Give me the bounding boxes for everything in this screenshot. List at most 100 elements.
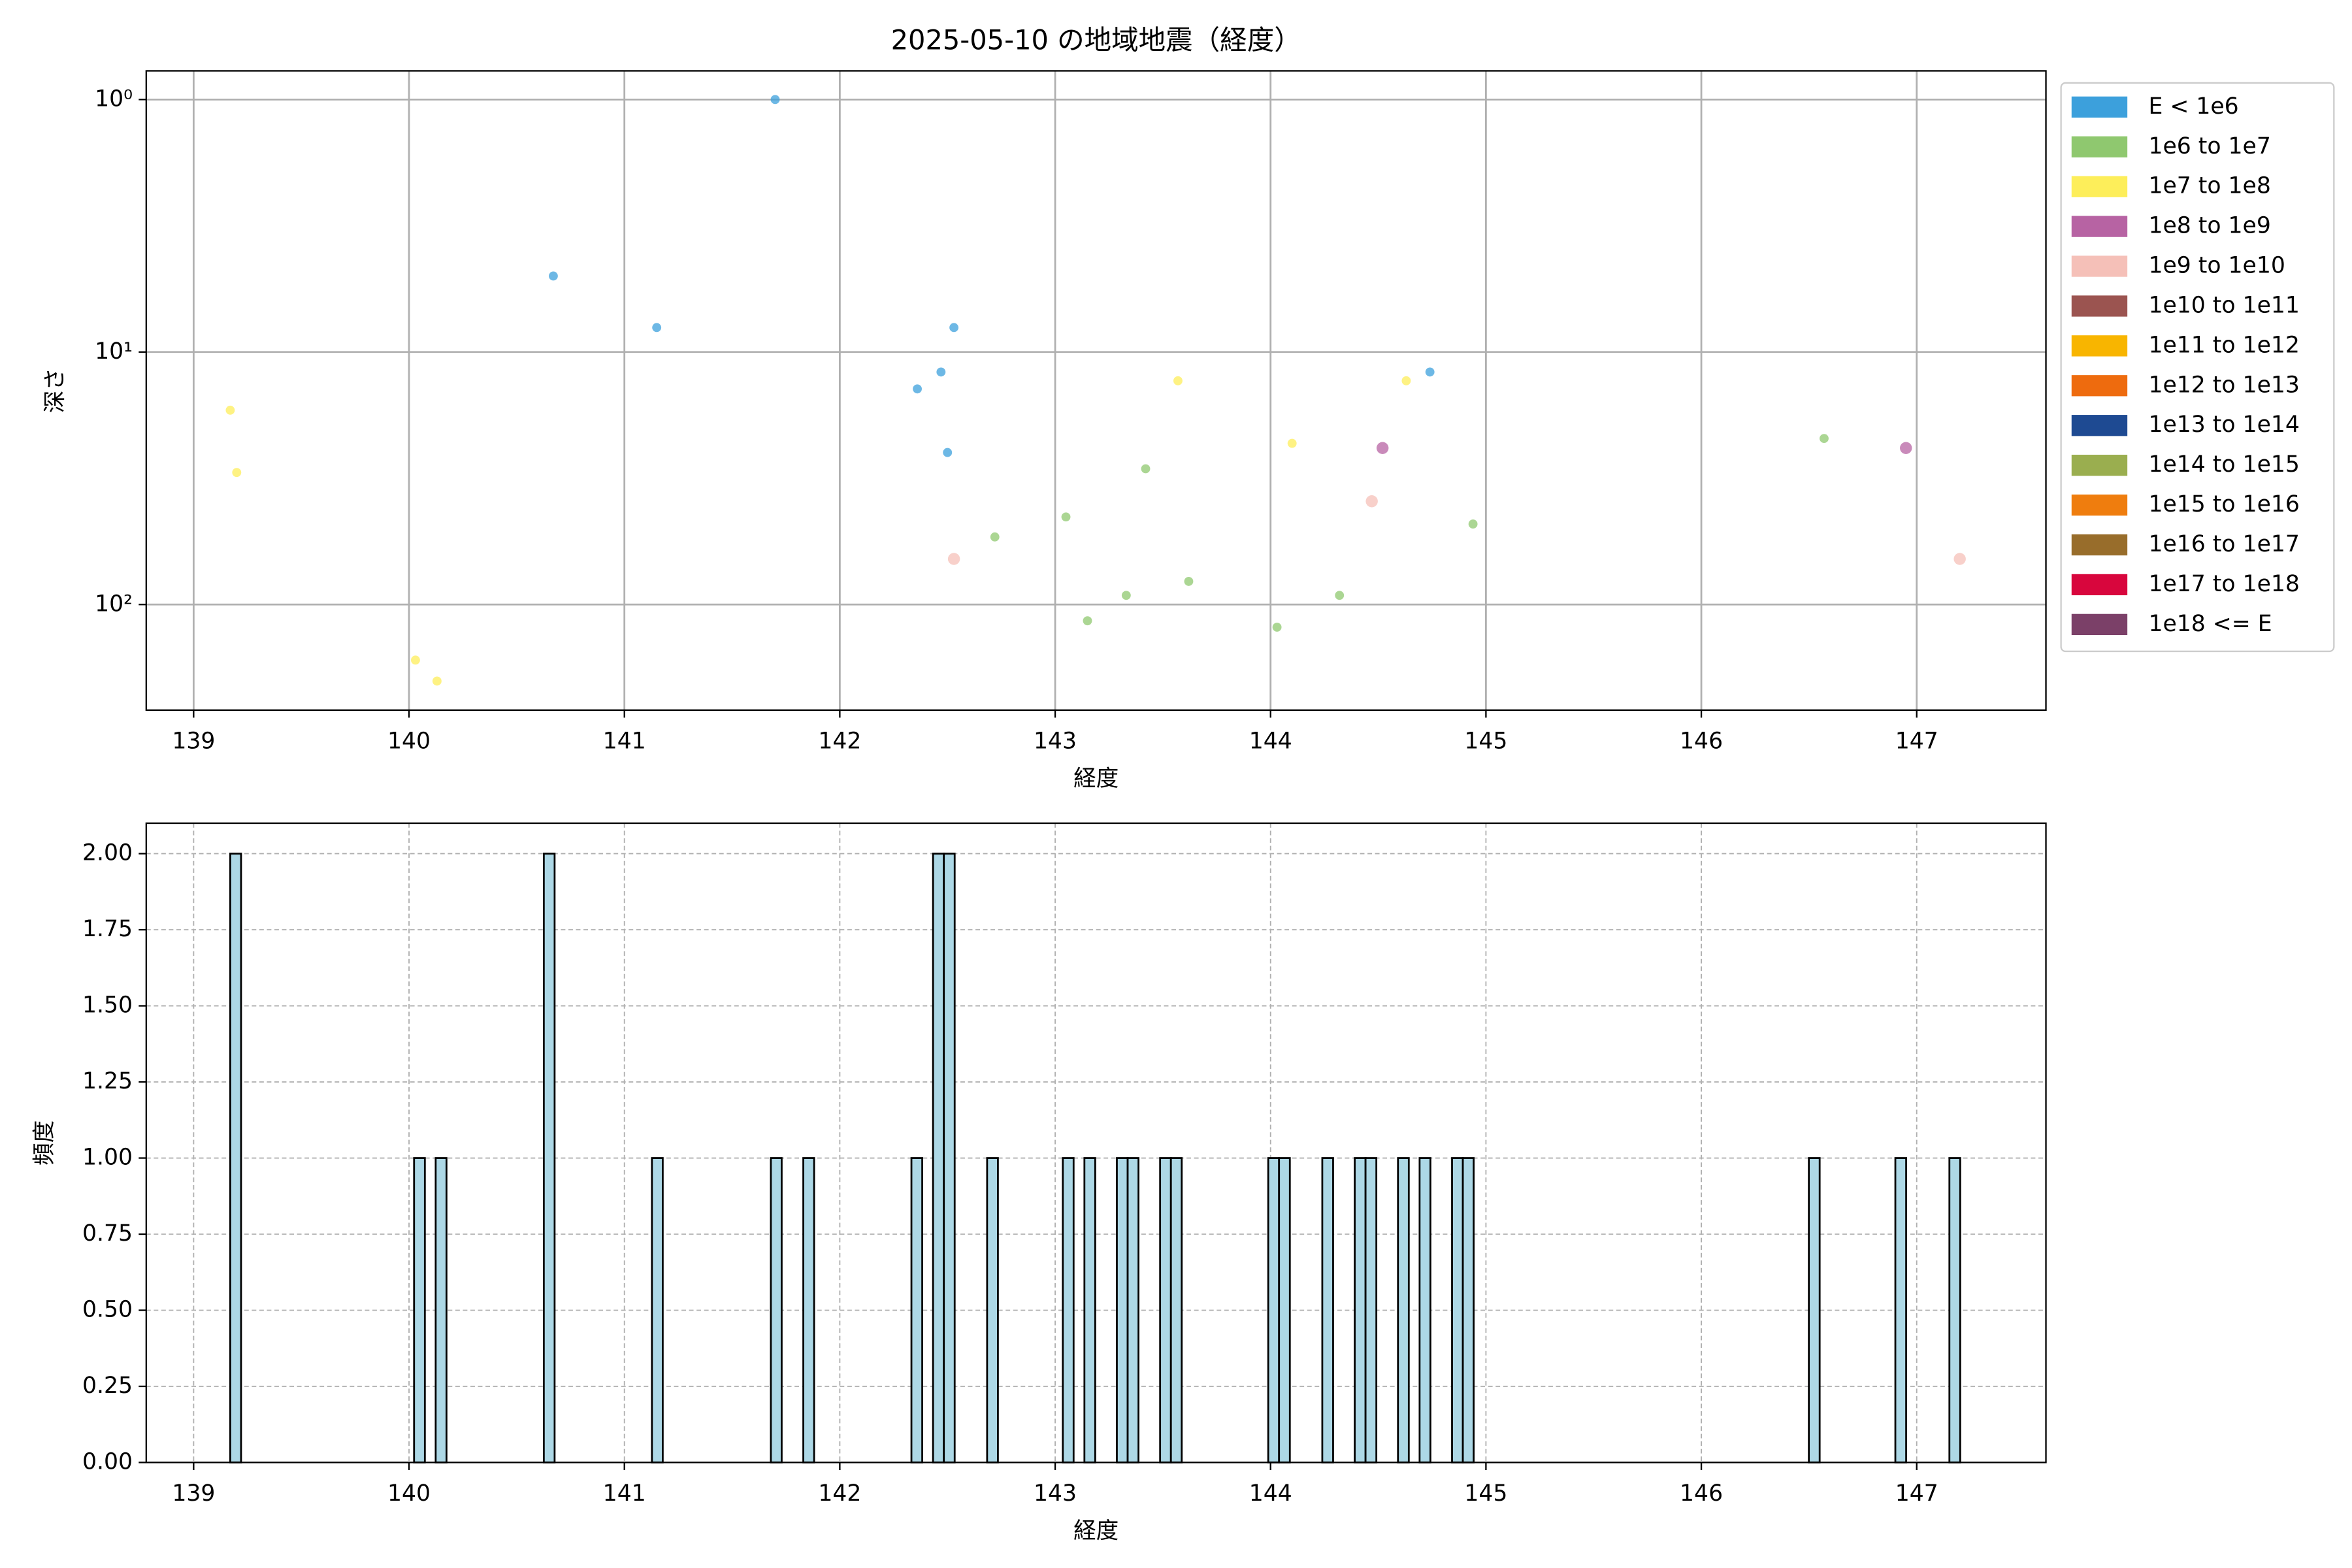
data-point — [232, 468, 242, 478]
legend-swatch — [2071, 255, 2128, 277]
plot-frame — [145, 822, 2047, 1463]
data-point — [936, 367, 946, 377]
legend-box — [2060, 82, 2335, 653]
legend-label: E < 1e6 — [2148, 93, 2238, 120]
y-tick-label: 0.50 — [82, 1296, 133, 1322]
x-tick-label: 143 — [1034, 1480, 1077, 1507]
histogram-bar — [229, 853, 242, 1463]
data-point — [947, 553, 960, 565]
histogram-bar — [1808, 1157, 1821, 1463]
legend-label: 1e7 to 1e8 — [2148, 173, 2270, 199]
histogram-bar — [1062, 1157, 1075, 1463]
x-axis-label: 経度 — [1073, 1518, 1119, 1544]
data-point — [949, 323, 959, 333]
data-point — [1184, 576, 1194, 586]
histogram-bar — [943, 853, 956, 1463]
data-point — [1376, 442, 1389, 454]
histogram-bar — [1397, 1157, 1410, 1463]
y-tick-label: 0.00 — [82, 1448, 133, 1475]
histogram-bar — [1948, 1157, 1961, 1463]
y-axis-label: 頻度 — [31, 1120, 57, 1166]
legend-label: 1e16 to 1e17 — [2148, 531, 2299, 557]
x-tick-label: 140 — [387, 728, 431, 754]
data-point — [411, 655, 420, 665]
x-tick-label: 141 — [603, 728, 646, 754]
y-tick-label: 10¹ — [95, 338, 133, 365]
y-tick-label: 10² — [95, 591, 133, 617]
histogram-bar — [986, 1157, 999, 1463]
data-point — [1083, 616, 1092, 626]
data-point — [1900, 442, 1912, 454]
data-point — [225, 405, 235, 415]
y-tick-label: 2.00 — [82, 840, 133, 866]
histogram-bar — [932, 853, 945, 1463]
x-tick-label: 140 — [387, 1480, 431, 1507]
data-point — [1141, 464, 1151, 474]
y-tick-label: 1.00 — [82, 1145, 133, 1171]
histogram-bar — [1354, 1157, 1367, 1463]
data-point — [652, 323, 662, 333]
legend-label: 1e6 to 1e7 — [2148, 133, 2270, 159]
y-tick-label: 10⁰ — [95, 86, 133, 112]
histogram-bar — [770, 1157, 783, 1463]
y-tick-label: 0.75 — [82, 1220, 133, 1247]
x-tick-label: 147 — [1895, 728, 1938, 754]
y-tick-label: 0.25 — [82, 1373, 133, 1399]
x-tick-label: 143 — [1034, 728, 1077, 754]
y-tick-label: 1.50 — [82, 992, 133, 1019]
legend-swatch — [2071, 96, 2128, 118]
histogram-bar — [1083, 1157, 1096, 1463]
legend-swatch — [2071, 176, 2128, 197]
legend-label: 1e11 to 1e12 — [2148, 332, 2299, 358]
legend-label: 1e12 to 1e13 — [2148, 372, 2299, 398]
y-tick-label: 1.25 — [82, 1068, 133, 1094]
plot-frame — [145, 70, 2047, 711]
legend-label: 1e18 <= E — [2148, 611, 2272, 637]
histogram-bar — [802, 1157, 815, 1463]
data-point — [1468, 519, 1478, 529]
histogram-bar — [651, 1157, 664, 1463]
x-tick-label: 142 — [818, 728, 861, 754]
data-point — [1287, 438, 1297, 448]
x-tick-label: 144 — [1249, 728, 1292, 754]
legend-swatch — [2071, 216, 2128, 237]
histogram-bar — [1116, 1157, 1129, 1463]
legend-swatch — [2071, 335, 2128, 357]
histogram-bar — [1267, 1157, 1281, 1463]
data-point — [1365, 495, 1378, 508]
histogram-bar — [1462, 1157, 1475, 1463]
histogram-bar — [1894, 1157, 1907, 1463]
data-point — [1272, 623, 1282, 632]
histogram-bar — [1126, 1157, 1139, 1463]
legend-swatch — [2071, 295, 2128, 317]
x-tick-label: 142 — [818, 1480, 861, 1507]
y-tick-label: 1.75 — [82, 916, 133, 942]
legend-label: 1e15 to 1e16 — [2148, 491, 2299, 517]
legend-swatch — [2071, 136, 2128, 157]
legend-swatch — [2071, 574, 2128, 596]
data-point — [1121, 591, 1131, 600]
y-axis-label: 深さ — [42, 368, 68, 413]
x-tick-label: 141 — [603, 1480, 646, 1507]
data-point — [1061, 512, 1071, 522]
legend-label: 1e10 to 1e11 — [2148, 292, 2299, 318]
histogram-bar — [910, 1157, 923, 1463]
legend-swatch — [2071, 455, 2128, 476]
histogram-bar — [413, 1157, 426, 1463]
legend-label: 1e14 to 1e15 — [2148, 451, 2299, 478]
histogram-bar — [1451, 1157, 1464, 1463]
data-point — [1401, 376, 1411, 385]
x-tick-label: 146 — [1680, 1480, 1723, 1507]
chart-title: 2025-05-10 の地域地震（経度） — [891, 24, 1301, 56]
x-tick-label: 145 — [1464, 1480, 1507, 1507]
x-tick-label: 139 — [172, 1480, 215, 1507]
histogram-bar — [1278, 1157, 1291, 1463]
histogram-bar — [1321, 1157, 1334, 1463]
legend-swatch — [2071, 494, 2128, 516]
legend-swatch — [2071, 415, 2128, 436]
legend-swatch — [2071, 375, 2128, 397]
data-point — [432, 676, 442, 686]
legend-label: 1e13 to 1e14 — [2148, 412, 2299, 438]
histogram-bar — [1169, 1157, 1183, 1463]
legend-swatch — [2071, 613, 2128, 635]
